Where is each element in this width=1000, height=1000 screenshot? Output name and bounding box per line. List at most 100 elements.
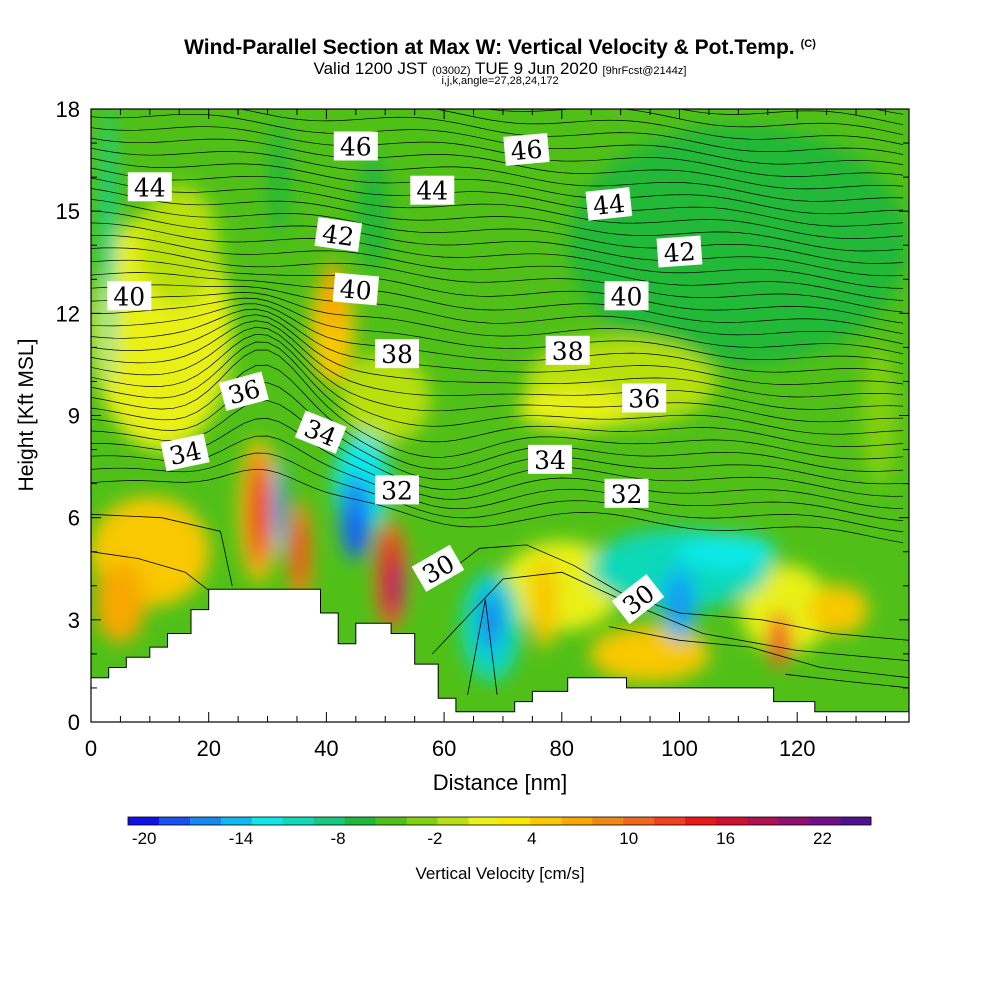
theta-label-text: 38 xyxy=(552,337,584,366)
y-tick-label: 3 xyxy=(68,608,80,633)
theta-label-46: 46 xyxy=(503,133,550,167)
theta-contour xyxy=(433,109,904,145)
theta-contour xyxy=(91,40,903,104)
valid-time: Valid 1200 JST xyxy=(313,59,428,78)
blob-downdraft-68-core xyxy=(485,597,498,642)
colorbar-swatch xyxy=(128,817,160,825)
theta-contour xyxy=(91,27,903,92)
theta-label-40: 40 xyxy=(604,281,649,311)
theta-contour xyxy=(91,326,904,423)
blob-upper-downdraft xyxy=(357,151,390,272)
theta-label-42: 42 xyxy=(314,217,363,252)
theta-contour xyxy=(91,341,904,447)
blob-lowright-yellow xyxy=(740,564,831,655)
theta-contour-low xyxy=(608,626,909,679)
forecast-info: [9hrFcst@2144z] xyxy=(602,65,687,77)
colorbar-swatch xyxy=(561,817,593,825)
colorbar-swatch xyxy=(313,817,346,825)
blob-updraft-77 xyxy=(530,557,559,648)
theta-contour xyxy=(873,109,904,115)
y-tick-label: 15 xyxy=(56,199,80,224)
theta-label-34: 34 xyxy=(160,433,210,472)
blob-updraft-35-core xyxy=(294,519,305,584)
theta-label-44: 44 xyxy=(585,187,633,221)
colorbar-swatch xyxy=(344,817,376,825)
theta-label-44: 44 xyxy=(410,175,455,206)
blob-center-blue-core xyxy=(347,510,364,559)
theta-label-box xyxy=(218,371,269,411)
theta-label-text: 32 xyxy=(611,480,643,509)
theta-label-box xyxy=(332,272,380,306)
theta-label-box xyxy=(127,172,172,202)
theta-label-box xyxy=(411,544,465,592)
colorbar-swatch xyxy=(747,817,779,825)
colorbar-swatch xyxy=(468,817,500,825)
theta-contour-low xyxy=(91,513,233,586)
y-tick-label: 6 xyxy=(68,506,80,531)
colorbar-tick-label: 22 xyxy=(813,829,832,848)
theta-label-text: 46 xyxy=(509,135,543,167)
theta-label-box xyxy=(375,475,419,505)
colorbar-tick-label: -14 xyxy=(229,829,254,848)
x-tick-label: 0 xyxy=(85,736,97,761)
theta-contour xyxy=(91,400,904,497)
colorbar-swatch xyxy=(654,817,686,825)
colorbar-swatch xyxy=(530,817,562,825)
y-tick-label: 12 xyxy=(56,301,80,326)
theta-label-36: 36 xyxy=(622,383,667,414)
colorbar-swatch xyxy=(840,817,872,825)
y-axis-label: Height [Kft MSL] xyxy=(15,339,38,492)
terrain xyxy=(90,588,910,723)
theta-label-32: 32 xyxy=(604,478,649,509)
colorbar-swatch xyxy=(282,817,315,825)
theta-label-box xyxy=(375,339,419,369)
colorbar-tick-label: 16 xyxy=(716,829,735,848)
theta-label-box xyxy=(503,133,550,166)
theta-contour xyxy=(91,333,904,435)
theta-contour xyxy=(91,272,904,335)
theta-contour xyxy=(91,113,904,165)
theta-contour xyxy=(91,314,904,398)
theta-label-44: 44 xyxy=(127,172,172,202)
theta-contour-low xyxy=(443,544,909,641)
theta-label-32: 32 xyxy=(375,475,419,505)
theta-label-text: 44 xyxy=(134,173,166,202)
colorbar-swatch xyxy=(220,817,253,825)
theta-label-34: 34 xyxy=(528,444,572,475)
blob-left-upper xyxy=(139,185,220,306)
blob-downdraft-100-core xyxy=(671,582,688,623)
theta-contour xyxy=(91,137,904,190)
theta-contour xyxy=(91,303,904,375)
blob-lowright-orange xyxy=(808,584,869,635)
colorbar-swatch xyxy=(437,817,469,825)
y-tick-label: 9 xyxy=(68,404,80,429)
x-tick-label: 20 xyxy=(196,736,220,761)
blob-cyan-core xyxy=(676,533,777,570)
theta-contour xyxy=(91,320,904,410)
theta-label-text: 44 xyxy=(592,189,627,221)
colorbar: -20 -14 -8 -2 4 10 16 22 xyxy=(127,816,872,848)
theta-label-text: 44 xyxy=(416,177,448,206)
theta-label-box xyxy=(656,235,703,268)
blob-updraft-51-core xyxy=(393,561,402,610)
y-tick-label: 0 xyxy=(68,710,80,735)
chart-subtitle: Valid 1200 JST (0300Z) TUE 9 Jun 2020 [9… xyxy=(0,59,1000,79)
theta-contour xyxy=(91,308,904,385)
theta-label-box xyxy=(528,444,572,474)
utc-time: (0300Z) xyxy=(431,65,471,77)
theta-label-box xyxy=(585,187,633,221)
chart-title-text: Wind-Parallel Section at Max W: Vertical… xyxy=(184,36,795,59)
y-tick-label: 18 xyxy=(56,97,80,122)
theta-label-46: 46 xyxy=(333,131,378,162)
theta-contour xyxy=(91,259,904,324)
theta-label-box xyxy=(622,383,667,413)
theta-contour xyxy=(485,109,904,136)
theta-contour xyxy=(91,292,904,355)
colorbar-swatch xyxy=(499,817,531,825)
theta-label-text: 32 xyxy=(381,476,413,505)
colorbar-swatch xyxy=(375,817,407,825)
theta-contour xyxy=(91,435,904,521)
theta-contour xyxy=(91,199,904,264)
